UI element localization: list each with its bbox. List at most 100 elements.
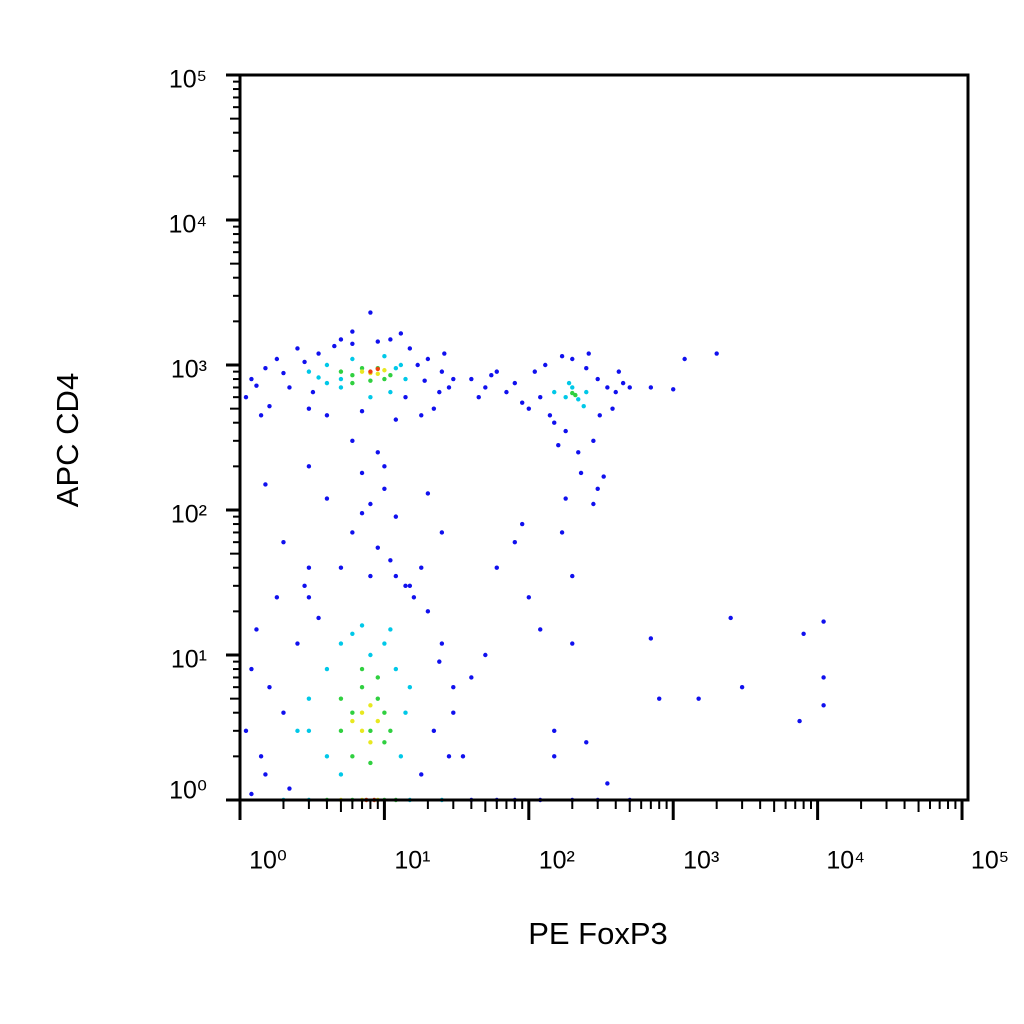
scatter-point (368, 652, 373, 658)
scatter-point (451, 376, 456, 382)
scatter-point (425, 491, 431, 496)
scatter-point (350, 341, 355, 347)
scatter-point (442, 351, 447, 356)
scatter-point (274, 356, 280, 362)
x-tick-label: 10⁴ (826, 847, 865, 875)
scatter-point (512, 380, 518, 386)
scatter-point (368, 573, 373, 579)
scatter-point (407, 346, 413, 351)
x-tick-label: 10² (539, 847, 575, 875)
scatter-point (512, 539, 518, 545)
x-tick-label: 10¹ (394, 847, 430, 875)
scatter-point (573, 392, 578, 398)
scatter-point (306, 565, 312, 570)
x-tick-label: 10⁵ (971, 847, 1009, 875)
scatter-point (306, 369, 312, 374)
scatter-point (801, 631, 806, 637)
scatter-point (281, 539, 286, 545)
scatter-point (382, 486, 387, 492)
scatter-point (382, 368, 387, 373)
scatter-point (388, 558, 393, 563)
scatter-point (375, 696, 380, 701)
scatter-point (620, 380, 626, 386)
scatter-point (306, 464, 312, 469)
scatter-point (422, 378, 427, 383)
scatter-point (375, 339, 380, 344)
scatter-point (350, 530, 355, 535)
scatter-point (263, 772, 268, 777)
scatter-point (648, 636, 654, 641)
scatter-point (821, 675, 826, 680)
scatter-point (570, 385, 575, 390)
scatter-point (431, 406, 437, 411)
scatter-point (671, 387, 676, 392)
scatter-point (359, 623, 365, 628)
scatter-point (359, 710, 365, 715)
scatter-point (295, 728, 300, 734)
scatter-point (368, 394, 373, 400)
scatter-point (425, 609, 431, 614)
scatter-point (350, 718, 355, 724)
scatter-point (338, 772, 344, 777)
scatter-point (267, 684, 272, 690)
scatter-point (714, 351, 719, 356)
scatter-point (552, 728, 557, 734)
points (243, 310, 826, 803)
scatter-point (258, 754, 264, 759)
scatter-point (451, 710, 456, 715)
scatter-point (627, 385, 632, 390)
scatter-point (559, 530, 565, 535)
scatter-point (254, 383, 259, 388)
scatter-point (375, 450, 380, 455)
scatter-point (407, 583, 413, 589)
scatter-point (393, 666, 399, 672)
scatter-point (601, 474, 606, 479)
scatter-point (419, 772, 424, 777)
scatter-point (382, 641, 387, 646)
scatter-point (359, 728, 365, 734)
scatter-point (520, 400, 525, 405)
scatter-point (338, 565, 344, 570)
y-axis-label: APC CD4 (50, 373, 85, 507)
scatter-point (483, 652, 488, 658)
scatter-point (249, 791, 254, 797)
plot-frame (238, 73, 970, 802)
scatter-point (382, 740, 387, 745)
scatter-point (316, 351, 321, 356)
scatter-point (605, 781, 610, 786)
scatter-point (538, 394, 543, 400)
scatter-point (249, 666, 254, 672)
scatter-point (398, 754, 404, 759)
scatter-point (359, 511, 365, 516)
scatter-point (648, 385, 654, 390)
scatter-point (359, 684, 365, 690)
scatter-point (739, 684, 745, 690)
scatter-point (350, 356, 355, 362)
scatter-point (306, 696, 312, 701)
scatter-point (393, 366, 399, 371)
scatter-point (375, 718, 380, 724)
scatter-point (504, 389, 509, 395)
x-tick-label: 10³ (683, 847, 719, 875)
scatter-point (393, 573, 399, 579)
scatter-point (696, 696, 701, 701)
scatter-point (267, 403, 272, 409)
scatter-point (613, 389, 618, 395)
scatter-point (375, 371, 380, 376)
scatter-point (388, 728, 393, 734)
scatter-point (359, 470, 365, 476)
scatter-point (469, 675, 474, 680)
scatter-point (556, 442, 561, 448)
scatter-point (543, 362, 548, 368)
scatter-point (591, 501, 596, 507)
scatter-point (338, 385, 344, 390)
scatter-point (403, 710, 408, 715)
scatter-point (324, 754, 330, 759)
scatter-point (584, 366, 589, 371)
scatter-point (350, 373, 355, 378)
scatter-point (403, 376, 408, 382)
scatter-point (382, 376, 387, 382)
scatter-point (368, 378, 373, 383)
scatter-point (415, 362, 420, 368)
scatter-point (403, 583, 408, 589)
